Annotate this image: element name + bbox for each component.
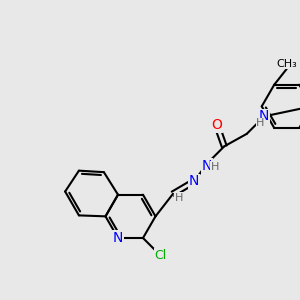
- Text: O: O: [211, 118, 222, 132]
- Text: N: N: [202, 159, 212, 173]
- Text: Cl: Cl: [154, 249, 166, 262]
- Text: N: N: [189, 174, 200, 188]
- Text: CH₃: CH₃: [276, 59, 297, 69]
- Text: H: H: [211, 162, 219, 172]
- Text: H: H: [175, 193, 183, 203]
- Text: H: H: [256, 118, 264, 128]
- Text: N: N: [259, 109, 269, 123]
- Text: N: N: [113, 231, 123, 245]
